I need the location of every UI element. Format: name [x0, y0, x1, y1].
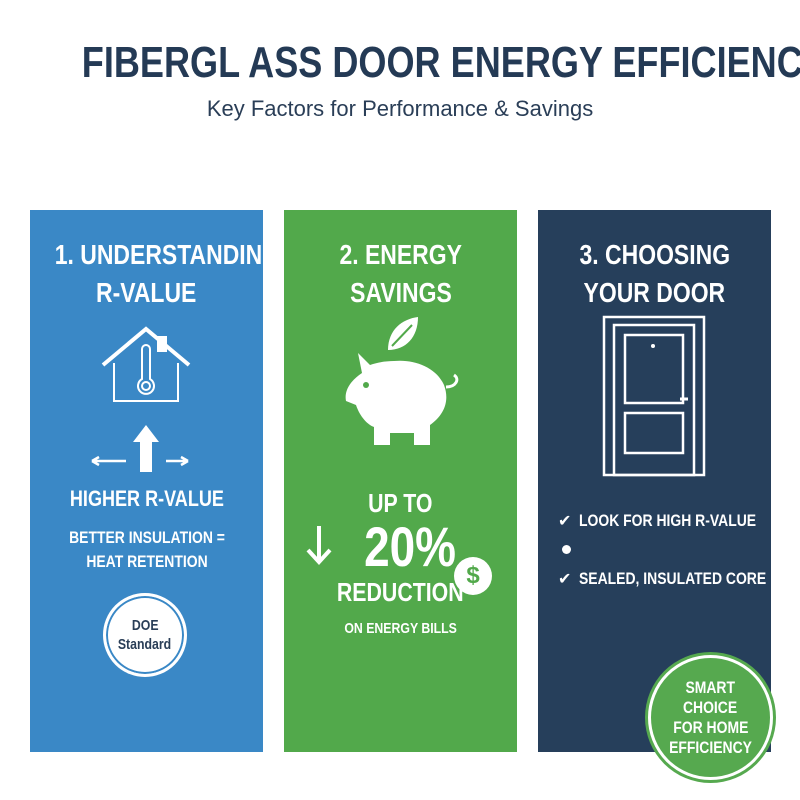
energy-bills-label: ON ENERGY BILLS: [344, 620, 457, 637]
checklist-item: ✔ SEALED, INSULATED CORE: [558, 569, 767, 588]
panel-energy-savings: 2. ENERGY SAVINGS UP TO 20% REDUCTION $ O…: [284, 210, 517, 752]
panel-title: 3. CHOOSING YOUR DOOR: [579, 239, 730, 308]
house-thermometer-icon: [101, 326, 191, 402]
higher-r-value-label: HIGHER R-VALUE: [69, 486, 224, 511]
insulation-description: BETTER INSULATION = HEAT RETENTION: [68, 528, 225, 571]
dollar-icon: $: [454, 557, 492, 595]
page-title: FIBERGL ASS DOOR ENERGY EFFICIENCY: [81, 38, 800, 87]
page-subtitle: Key Factors for Performance & Savings: [206, 96, 594, 121]
arrows-icon: [91, 425, 189, 472]
bullet-dot: [562, 545, 571, 554]
smart-choice-seal: SMART CHOICE FOR HOME EFFICIENCY: [648, 655, 773, 780]
panel-title: 2. ENERGY SAVINGS: [339, 239, 462, 308]
checklist-item: ✔ LOOK FOR HIGH R-VALUE: [558, 511, 757, 530]
down-arrow-icon: [306, 526, 332, 565]
door-icon: [602, 315, 706, 477]
panel-title: 1. UNDERSTANDING R-VALUE: [54, 239, 281, 308]
up-to-label: UP TO: [368, 488, 433, 518]
doe-standard-badge: DOE Standard: [103, 593, 187, 677]
check-icon: ✔: [558, 513, 572, 530]
percent-value: 20%: [364, 515, 457, 578]
piggy-bank-leaf-icon: [345, 317, 459, 445]
check-icon: ✔: [558, 571, 572, 588]
panel-r-value: 1. UNDERSTANDING R-VALUE HIGHER R-VALUE B…: [30, 210, 281, 752]
reduction-label: REDUCTION: [337, 577, 464, 607]
